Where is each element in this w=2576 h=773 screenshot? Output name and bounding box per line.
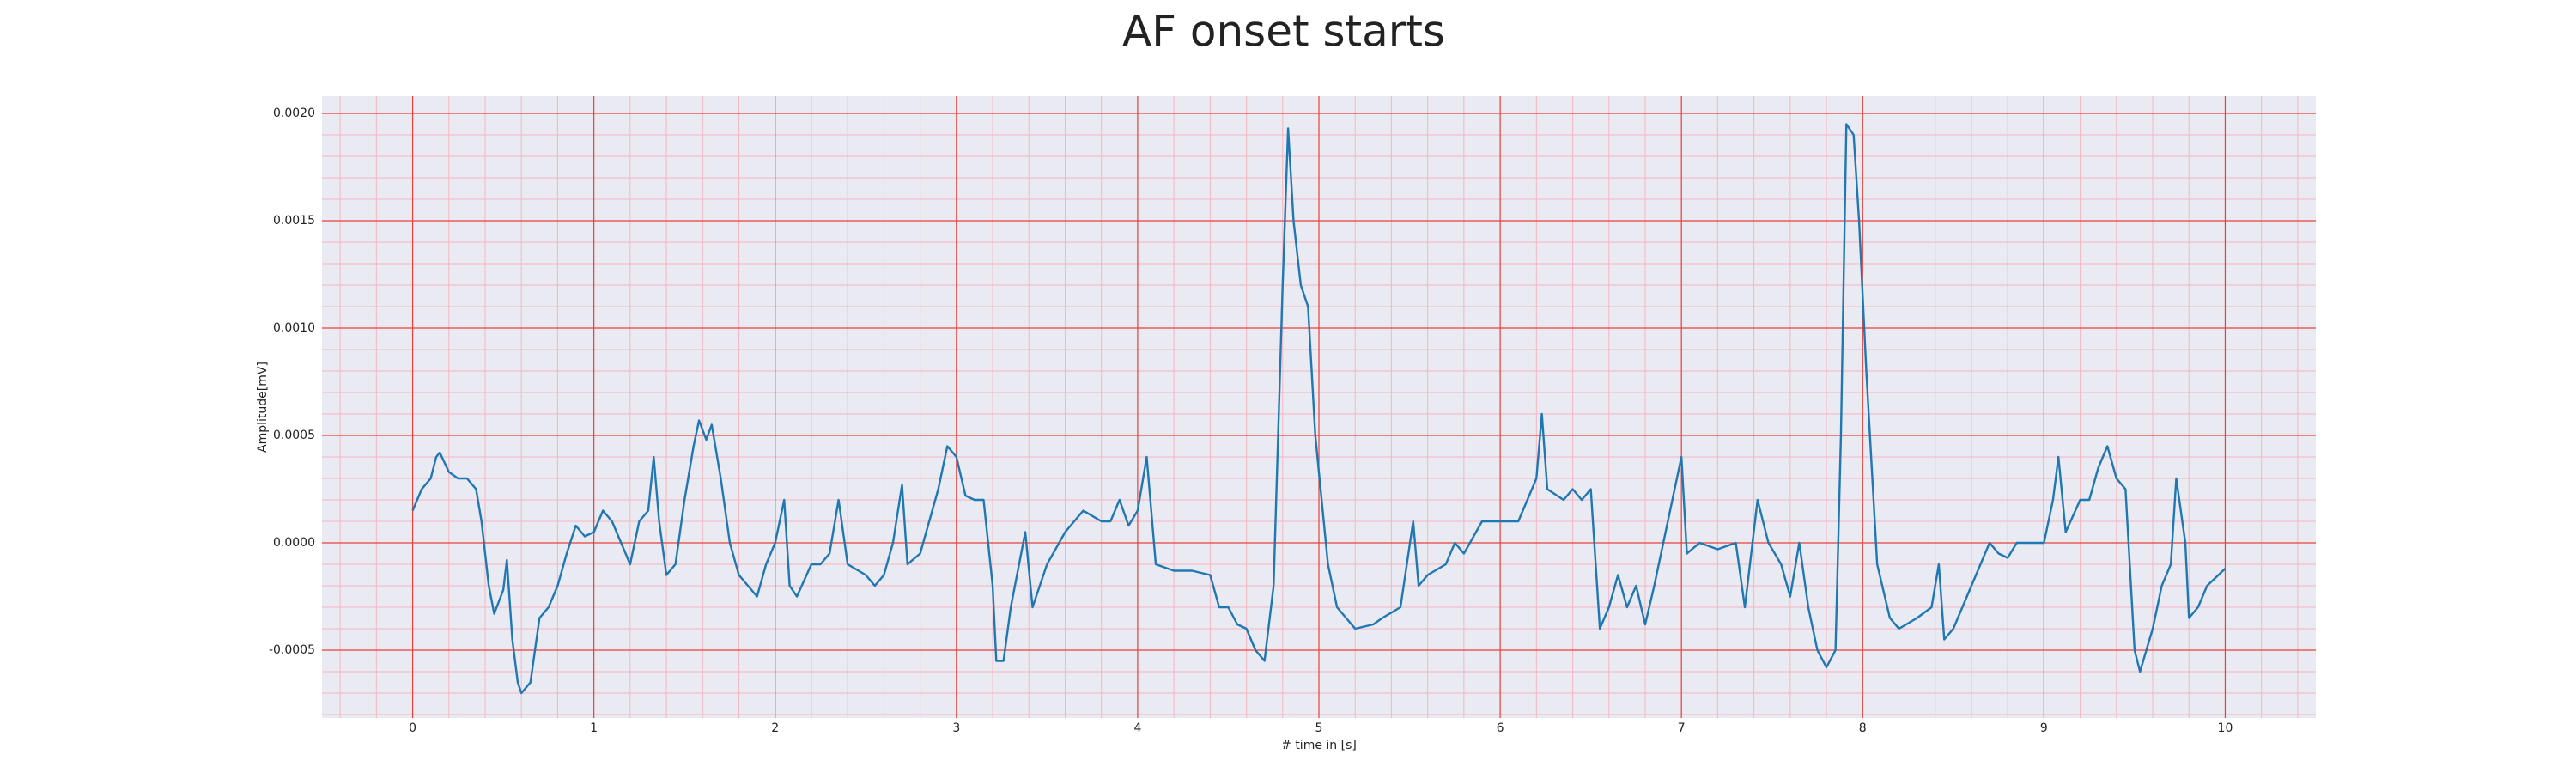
x-tick-label: 1 (590, 721, 598, 735)
x-tick-label: 3 (952, 721, 960, 735)
y-tick-label: 0.0010 (273, 321, 315, 335)
x-tick-label: 5 (1315, 721, 1323, 735)
x-tick-label: 10 (2218, 721, 2233, 735)
x-tick-label: 0 (409, 721, 416, 735)
x-tick-label: 4 (1133, 721, 1141, 735)
x-tick-label: 7 (1678, 721, 1686, 735)
y-tick-label: 0.0020 (273, 107, 315, 120)
x-tick-label: 8 (1859, 721, 1867, 735)
x-tick-label: 2 (771, 721, 779, 735)
x-tick-label: 6 (1497, 721, 1504, 735)
x-tick-label: 9 (2040, 721, 2048, 735)
chart-title: AF onset starts (1122, 7, 1445, 57)
x-axis-label: # time in [s] (1281, 739, 1357, 752)
y-tick-label: 0.0005 (273, 429, 315, 442)
y-tick-label: -0.0005 (269, 643, 315, 657)
y-axis-label: Amplitude[mV] (256, 362, 270, 453)
signal-line (411, 123, 2227, 695)
y-tick-label: 0.0015 (273, 214, 315, 228)
y-tick-label: 0.0000 (273, 536, 315, 550)
